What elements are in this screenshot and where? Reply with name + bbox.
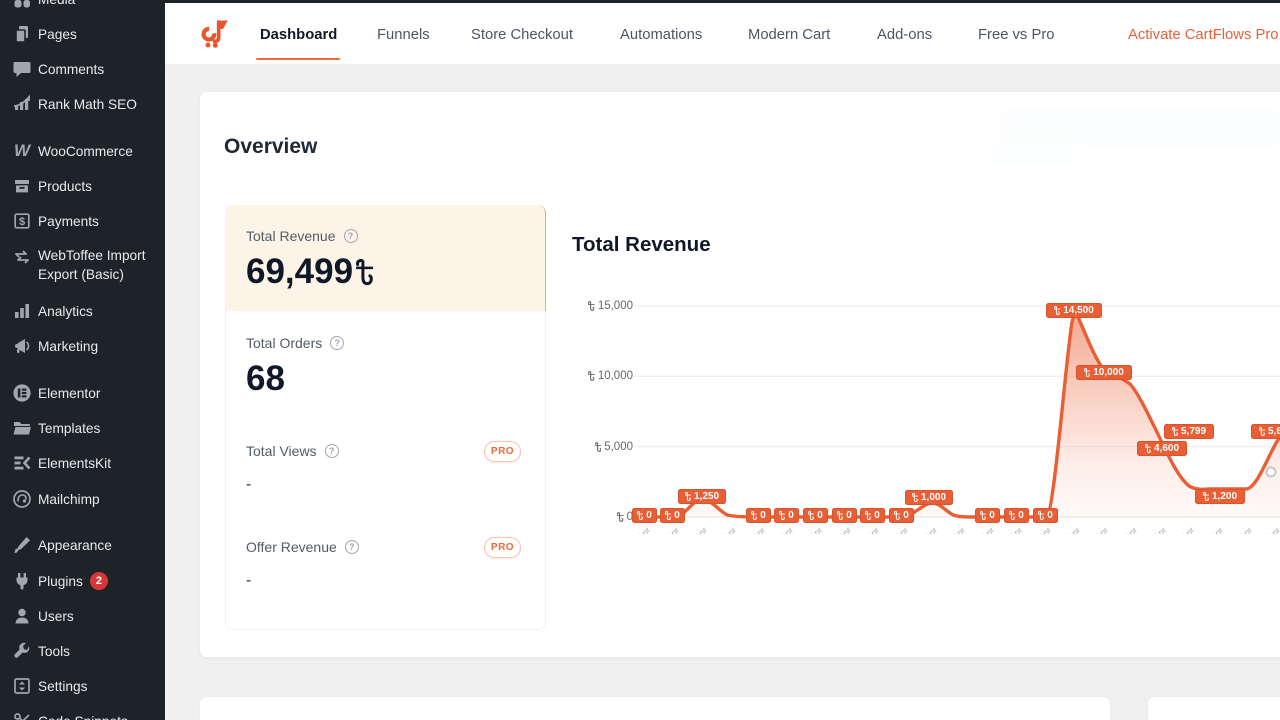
svg-text:$: $: [19, 216, 25, 228]
